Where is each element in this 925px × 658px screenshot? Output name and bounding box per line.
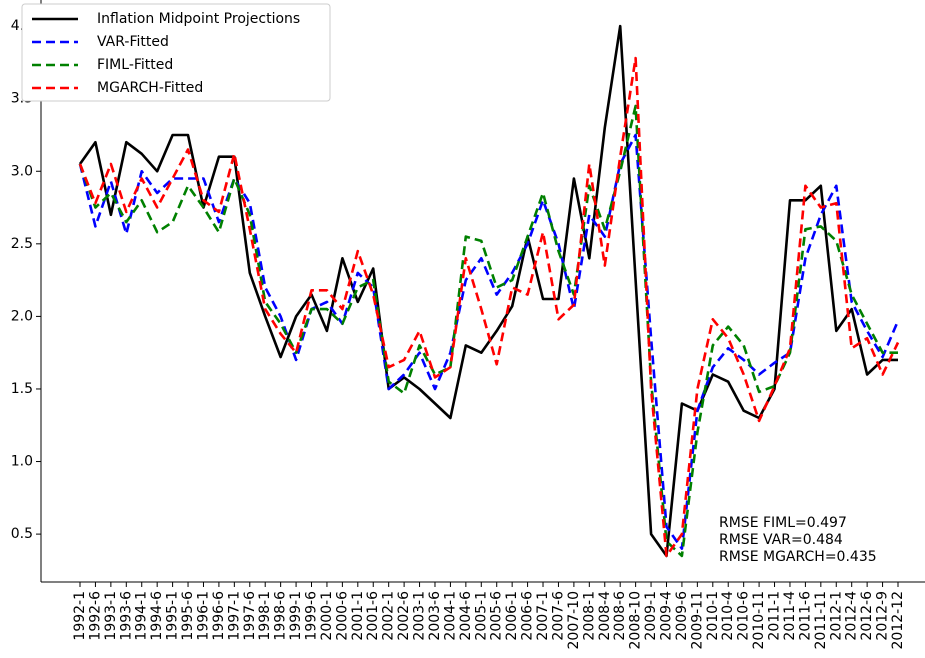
x-tick-label: 2000-1 — [319, 591, 335, 641]
annotation: RMSE VAR=0.484 — [719, 532, 843, 548]
y-tick-label: 3.0 — [11, 163, 33, 179]
x-tick-label: 1996-6 — [211, 591, 227, 641]
y-tick-label: 1.5 — [11, 381, 33, 397]
y-tick-label: 2.5 — [11, 236, 33, 252]
x-tick-label: 1995-1 — [165, 591, 181, 641]
x-tick-label: 2000-6 — [334, 591, 350, 641]
x-tick-label: 1993-1 — [103, 591, 119, 641]
legend-label: Inflation Midpoint Projections — [97, 11, 300, 27]
x-tick-label: 1994-6 — [149, 591, 165, 641]
x-tick-label: 2007-1 — [535, 591, 551, 641]
x-tick-label: 2009-11 — [689, 591, 705, 650]
annotation: RMSE FIML=0.497 — [719, 515, 847, 531]
x-tick-label: 2008-1 — [581, 591, 597, 641]
x-tick-label: 2009-6 — [674, 591, 690, 641]
x-tick-label: 1994-1 — [134, 591, 150, 641]
x-tick-label: 2001-1 — [350, 591, 366, 641]
x-tick-label: 2010-1 — [705, 591, 721, 641]
legend-label: FIML-Fitted — [97, 57, 173, 73]
legend-label: VAR-Fitted — [97, 34, 169, 50]
x-tick-label: 2006-6 — [520, 591, 536, 641]
series-line — [78, 24, 898, 558]
x-tick-label: 1992-6 — [87, 591, 103, 641]
y-tick-label: 2.0 — [11, 308, 33, 324]
x-tick-label: 2009-1 — [643, 591, 659, 641]
annotation: RMSE MGARCH=0.435 — [719, 549, 877, 565]
x-tick-label: 2012-12 — [890, 591, 906, 650]
x-tick-label: 2012-4 — [844, 591, 860, 641]
x-tick-label: 2004-6 — [458, 591, 474, 641]
x-tick-label: 2008-10 — [628, 591, 644, 650]
x-tick-label: 1997-6 — [242, 591, 258, 641]
x-tick-label: 2011-11 — [813, 591, 829, 650]
x-tick-label: 2002-6 — [396, 591, 412, 641]
y-tick-label: 0.5 — [11, 526, 33, 542]
legend-box — [21, 3, 331, 102]
x-tick-label: 2010-4 — [720, 591, 736, 641]
series-line — [78, 56, 900, 558]
x-tick-label: 1993-6 — [118, 591, 134, 641]
x-tick-label: 2003-6 — [427, 591, 443, 641]
x-tick-label: 2007-6 — [550, 591, 566, 641]
y-tick-label: 1.0 — [11, 454, 33, 470]
x-tick-label: 2003-1 — [412, 591, 428, 641]
x-tick-label: 1996-1 — [195, 591, 211, 641]
x-tick-label: 2002-1 — [381, 591, 397, 641]
legend-label: MGARCH-Fitted — [97, 80, 203, 96]
x-tick-label: 2011-4 — [782, 591, 798, 641]
x-tick-label: 2005-6 — [489, 591, 505, 641]
x-tick-label: 2012-1 — [828, 591, 844, 641]
x-tick-label: 2001-6 — [365, 591, 381, 641]
x-tick-label: 2006-1 — [504, 591, 520, 641]
x-tick-label: 2005-1 — [473, 591, 489, 641]
x-tick-label: 2011-1 — [767, 591, 783, 641]
x-tick-label: 2010-6 — [736, 591, 752, 641]
x-tick-label: 2009-4 — [658, 591, 674, 641]
x-tick-label: 2008-4 — [597, 591, 613, 641]
x-tick-label: 2004-1 — [442, 591, 458, 641]
x-tick-label: 1998-1 — [257, 591, 273, 641]
x-tick-label: 1998-6 — [273, 591, 289, 641]
series-line — [78, 104, 898, 558]
x-tick-label: 2007-10 — [566, 591, 582, 650]
x-tick-label: 2012-6 — [859, 591, 875, 641]
x-tick-label: 2008-6 — [612, 591, 628, 641]
series-line — [78, 133, 900, 550]
x-tick-label: 2010-11 — [751, 591, 767, 650]
x-tick-label: 1999-1 — [288, 591, 304, 641]
x-tick-label: 2011-6 — [797, 591, 813, 641]
x-tick-label: 1995-6 — [180, 591, 196, 641]
x-tick-label: 1992-1 — [72, 591, 88, 641]
x-tick-label: 1997-1 — [226, 591, 242, 641]
x-tick-label: 1999-6 — [304, 591, 320, 641]
x-tick-label: 2012-9 — [875, 591, 891, 641]
legend: Inflation Midpoint Projections VAR-Fitted… — [21, 3, 331, 102]
